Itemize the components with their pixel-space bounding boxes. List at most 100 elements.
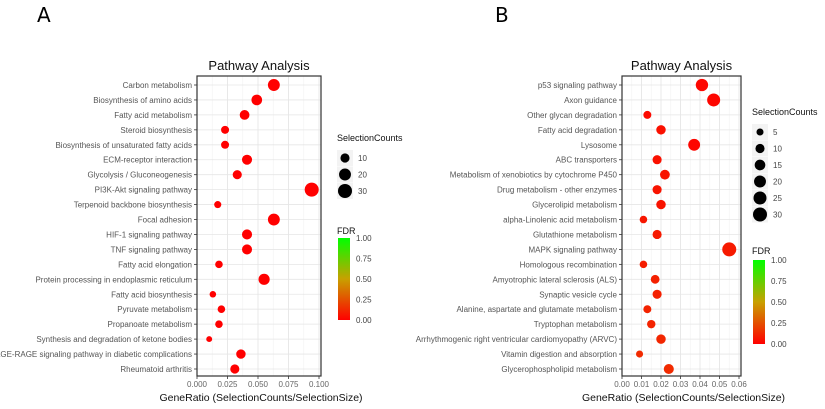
data-point	[215, 320, 223, 328]
y-tick-label: Protein processing in endoplasmic reticu…	[35, 275, 192, 284]
chart-panel-b: B Pathway Analysis p53 signaling pathway Ax…	[416, 3, 818, 404]
data-point	[221, 140, 230, 149]
data-point	[636, 350, 644, 358]
y-tick-label: Propanoate metabolism	[108, 320, 193, 329]
y-tick-label: Synthesis and degradation of ketone bodi…	[36, 335, 192, 344]
data-point	[251, 94, 263, 106]
data-point	[241, 229, 253, 240]
data-point	[688, 138, 701, 151]
size-legend-title: SelectionCounts	[337, 133, 403, 143]
y-tick-label: Pyruvate metabolism	[117, 305, 192, 314]
color-legend-label: 1.00	[356, 234, 372, 243]
data-point	[209, 290, 217, 298]
y-tick-label: MAPK signaling pathway	[529, 245, 618, 254]
data-point	[267, 213, 280, 226]
data-point	[656, 199, 666, 210]
y-tick-label: Fatty acid biosynthesis	[111, 290, 192, 299]
data-point	[707, 93, 721, 107]
data-point	[267, 79, 280, 91]
size-legend-label: 5	[773, 128, 778, 137]
y-tick-label: Axon guidance	[564, 96, 617, 105]
data-point	[239, 110, 250, 120]
y-tick-label: HIF-1 signaling pathway	[106, 230, 192, 239]
color-legend-label: 0.75	[771, 277, 787, 286]
data-point	[221, 125, 230, 134]
data-point	[206, 336, 213, 343]
x-tick-label: 0.05	[712, 380, 728, 389]
data-point	[214, 201, 222, 209]
color-legend-label: 0.50	[356, 275, 372, 284]
y-tick-label: Amyotrophic lateral sclerosis (ALS)	[493, 275, 618, 284]
data-point	[258, 273, 270, 285]
y-tick-label: p53 signaling pathway	[538, 81, 617, 90]
y-tick-label: Focal adhesion	[138, 216, 192, 225]
chart-title: Pathway Analysis	[208, 58, 310, 73]
size-legend-dot	[339, 168, 351, 181]
panel-letter: B	[495, 3, 509, 27]
x-tick-label: 0.00	[614, 380, 630, 389]
size-legend-dot	[753, 207, 767, 222]
y-tick-label: Rheumatoid arthritis	[120, 365, 192, 374]
y-tick-label: Tryptophan metabolism	[534, 320, 618, 329]
size-legend-dot	[340, 153, 350, 163]
x-tick-label: 0.06	[731, 380, 747, 389]
y-tick-label: Steroid biosynthesis	[120, 126, 192, 135]
x-tick-label: 0.025	[217, 380, 238, 389]
data-point	[215, 260, 223, 269]
color-legend-title: FDR	[752, 246, 771, 256]
data-point	[241, 154, 253, 165]
data-point	[647, 319, 656, 329]
y-tick-label: Alanine, aspartate and glutamate metabol…	[456, 305, 617, 314]
data-point	[639, 260, 648, 269]
size-legend-dot	[755, 143, 765, 154]
y-tick-label: Carbon metabolism	[123, 81, 193, 90]
y-tick-label: Terpenoid backbone biosynthesis	[74, 201, 192, 210]
x-tick-label: 0.000	[187, 380, 208, 389]
data-point	[695, 78, 709, 92]
size-legend-label: 10	[773, 145, 782, 154]
size-legend-label: 25	[773, 194, 782, 203]
color-legend-bar	[753, 260, 765, 344]
y-tick-label: alpha-Linolenic acid metabolism	[503, 216, 617, 225]
x-tick-label: 0.04	[692, 380, 708, 389]
size-legend-label: 20	[773, 178, 782, 187]
plot-background	[622, 76, 741, 376]
y-tick-label: Glycerolipid metabolism	[532, 201, 617, 210]
y-tick-label: Glycerophospholipid metabolism	[501, 365, 617, 374]
color-legend-label: 0.25	[356, 296, 372, 305]
data-point	[656, 125, 666, 135]
color-legend-label: 0.25	[771, 319, 787, 328]
color-legend-label: 0.50	[771, 298, 787, 307]
size-legend-label: 30	[358, 187, 367, 196]
x-tick-label: 0.01	[634, 380, 650, 389]
x-tick-label: 0.100	[309, 380, 330, 389]
plot-border	[621, 75, 742, 377]
y-tick-label: Biosynthesis of amino acids	[93, 96, 192, 105]
y-tick-label: AGE-RAGE signaling pathway in diabetic c…	[0, 350, 192, 359]
size-legend-label: 10	[358, 154, 367, 163]
color-legend-label: 0.00	[356, 316, 372, 325]
y-tick-label: Biosynthesis of unsaturated fatty acids	[55, 141, 192, 150]
data-point	[650, 274, 660, 284]
data-point	[652, 155, 662, 165]
data-point	[241, 244, 253, 255]
y-tick-label: Fatty acid metabolism	[114, 111, 192, 120]
y-tick-label: Synaptic vesicle cycle	[539, 290, 617, 299]
y-tick-label: Fatty acid elongation	[118, 260, 192, 269]
x-tick-label: 0.02	[653, 380, 669, 389]
color-legend-bar	[338, 238, 350, 320]
size-legend-title: SelectionCounts	[752, 107, 818, 117]
y-tick-label: PI3K-Akt signaling pathway	[95, 186, 192, 195]
x-tick-label: 0.03	[673, 380, 689, 389]
plot-background	[197, 76, 321, 376]
color-legend-label: 1.00	[771, 256, 787, 265]
y-tick-label: Other glycan degradation	[527, 111, 617, 120]
chart-title: Pathway Analysis	[631, 58, 733, 73]
y-tick-label: Metabolism of xenobiotics by cytochrome …	[450, 171, 618, 180]
data-point	[722, 242, 737, 257]
size-legend-label: 20	[358, 171, 367, 180]
data-point	[217, 305, 226, 313]
y-tick-label: Homologous recombination	[520, 260, 617, 269]
data-point	[232, 170, 242, 180]
color-legend-label: 0.00	[771, 340, 787, 349]
